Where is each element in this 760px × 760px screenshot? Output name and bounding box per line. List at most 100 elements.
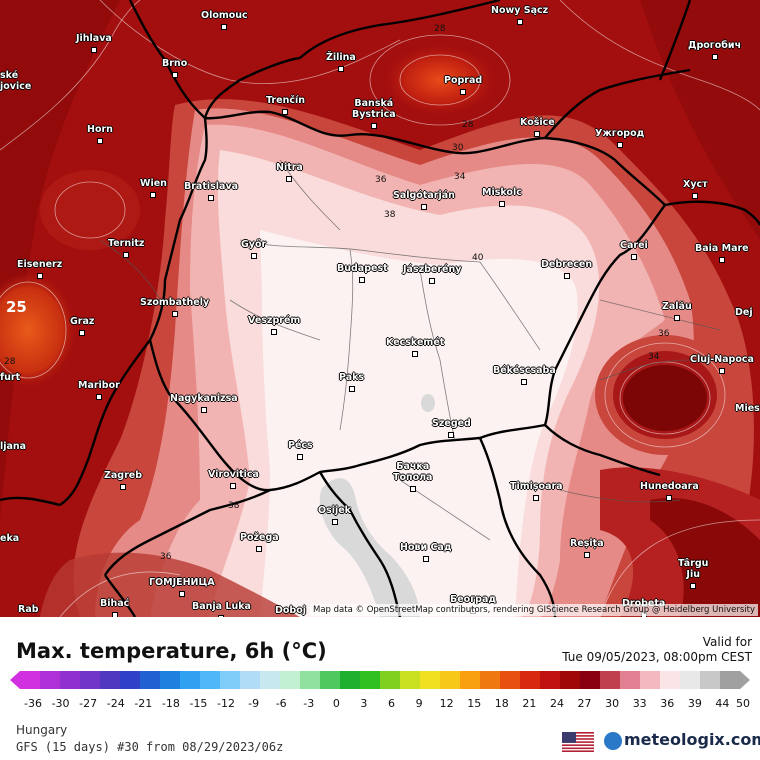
scale-swatch <box>520 671 541 689</box>
city-marker-icon <box>95 393 102 400</box>
city-label[interactable]: Pécs <box>288 440 313 462</box>
city-marker-icon <box>370 122 377 129</box>
city-label[interactable]: Békéscsaba <box>493 365 556 387</box>
edge-city-label: ljana <box>0 441 27 452</box>
scale-swatch <box>380 671 401 689</box>
scale-swatch <box>420 671 441 689</box>
isoline-value: 36 <box>375 175 387 185</box>
city-marker-icon <box>673 314 680 321</box>
city-label[interactable]: Szeged <box>432 418 471 440</box>
valid-time: Tue 09/05/2023, 08:00pm CEST <box>562 650 752 664</box>
scale-swatch <box>260 671 281 689</box>
city-label[interactable]: Brno <box>162 58 187 80</box>
city-label[interactable]: Virovitica <box>208 469 259 491</box>
scale-tick-label: -36 <box>24 697 42 710</box>
city-label[interactable]: Nagykanizsa <box>170 393 238 415</box>
city-label[interactable]: ГОМЈЕНИЦА <box>149 577 215 599</box>
city-label[interactable]: Trenčín <box>266 95 305 117</box>
city-label[interactable]: Miskolc <box>482 187 522 209</box>
city-marker-icon <box>218 614 225 617</box>
city-label[interactable]: Бачка Топола <box>393 461 432 494</box>
scale-tick-label: -24 <box>106 697 125 710</box>
city-label[interactable]: Doboj <box>275 605 306 617</box>
city-label[interactable]: Cluj-Napoca <box>690 354 754 376</box>
city-label[interactable]: Osijek <box>318 505 351 527</box>
city-marker-icon <box>282 108 289 115</box>
city-label[interactable]: Timișoara <box>510 481 563 503</box>
city-label[interactable]: Salgótarján <box>393 190 455 212</box>
city-label[interactable]: Jihlava <box>76 33 112 55</box>
city-marker-icon <box>256 545 263 552</box>
city-label[interactable]: Ternitz <box>108 238 144 260</box>
city-label[interactable]: Szombathely <box>140 297 209 319</box>
city-label[interactable]: Wien <box>140 178 167 200</box>
city-label[interactable]: Bihać <box>100 598 129 617</box>
city-marker-icon <box>448 431 455 438</box>
city-label[interactable]: Debrecen <box>541 259 592 281</box>
city-label[interactable]: Reșița <box>570 538 604 560</box>
city-label[interactable]: Požega <box>240 532 279 554</box>
city-marker-icon <box>429 277 436 284</box>
city-label[interactable]: Banská Bystrica <box>352 98 396 131</box>
color-scale <box>10 671 750 689</box>
temperature-map[interactable]: Olomouc Nowy Sącz Дрогобич Jihlava Brno Žilin… <box>0 0 760 617</box>
scale-swatch <box>340 671 361 689</box>
city-label[interactable]: Maribor <box>78 380 120 402</box>
city-label[interactable]: Târgu Jiu <box>678 558 708 591</box>
city-label[interactable]: Bratislava <box>184 181 238 203</box>
scale-swatch <box>360 671 381 689</box>
city-label[interactable]: Хуст <box>683 179 708 201</box>
city-label[interactable]: Olomouc <box>201 10 248 32</box>
city-label[interactable]: Jászberény <box>403 264 461 286</box>
city-label[interactable]: Nitra <box>276 162 303 184</box>
city-label[interactable]: Graz <box>70 316 94 338</box>
scale-tick-label: -27 <box>79 697 98 710</box>
city-label[interactable]: Nowy Sącz <box>491 5 548 27</box>
us-flag-icon[interactable] <box>562 732 594 752</box>
scale-swatch <box>220 671 241 689</box>
legend-footer: Max. temperature, 6h (°C) Valid for Tue … <box>0 617 760 760</box>
isoline-value: 28 <box>4 357 16 367</box>
city-marker-icon <box>90 46 97 53</box>
city-label[interactable]: Zagreb <box>104 470 142 492</box>
city-label[interactable]: Horn <box>87 124 113 146</box>
city-label[interactable]: Veszprém <box>248 315 300 337</box>
city-marker-icon <box>420 203 427 210</box>
map-attribution[interactable]: Map data © OpenStreetMap contributors, r… <box>310 604 758 616</box>
scale-swatch <box>680 671 701 689</box>
city-label[interactable]: Poprad <box>444 75 482 97</box>
city-label[interactable]: Žilina <box>326 52 356 74</box>
scale-tick-label: 0 <box>332 697 340 710</box>
city-marker-icon <box>120 483 127 490</box>
scale-tick-label: 44 <box>715 697 730 710</box>
city-marker-icon <box>563 272 570 279</box>
scale-swatch <box>100 671 121 689</box>
scale-swatch <box>400 671 421 689</box>
value-label: 25 <box>6 298 27 316</box>
city-marker-icon <box>271 328 278 335</box>
edge-city-label: eka <box>0 533 20 544</box>
city-label[interactable]: Banja Luka <box>192 601 251 617</box>
city-label[interactable]: Košice <box>520 117 555 139</box>
brand-name[interactable]: meteologix.com <box>624 730 760 749</box>
scale-swatch <box>140 671 161 689</box>
city-label[interactable]: Rab <box>18 604 39 617</box>
city-marker-icon <box>516 18 523 25</box>
city-label[interactable]: Ужгород <box>595 128 644 150</box>
scale-swatch <box>480 671 501 689</box>
city-label[interactable]: Budapest <box>337 263 388 285</box>
city-marker-icon <box>286 175 293 182</box>
city-label[interactable]: Дрогобич <box>688 40 741 62</box>
city-label[interactable]: Eisenerz <box>17 259 62 281</box>
city-label[interactable]: Paks <box>339 372 364 394</box>
city-label[interactable]: Baia Mare <box>695 243 749 265</box>
city-label[interactable]: Carei <box>620 240 648 262</box>
isoline-value: 28 <box>462 120 474 130</box>
city-label[interactable]: Győr <box>241 239 266 261</box>
city-label[interactable]: Kecskemét <box>386 337 444 359</box>
city-label[interactable]: Нови Сад <box>400 542 452 564</box>
city-label[interactable]: Zalău <box>662 301 692 323</box>
city-label[interactable]: Hunedoara <box>640 481 699 503</box>
scale-swatch <box>700 671 721 689</box>
scale-swatch <box>20 671 41 689</box>
